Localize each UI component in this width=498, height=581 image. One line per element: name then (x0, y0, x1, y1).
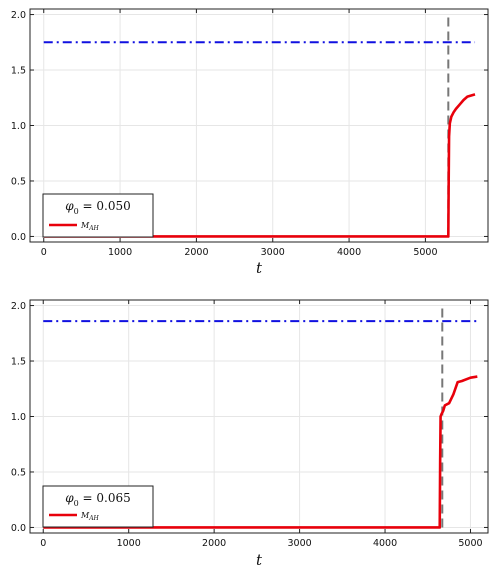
x-tick-label: 4000 (337, 247, 361, 258)
legend-entry-m-ah: MAH (80, 221, 100, 232)
legend-title-symbol: φ (65, 199, 74, 213)
legend-entry-main: M (80, 511, 90, 520)
x-tick-label: 5000 (413, 247, 437, 258)
legend-title: φ0 = 0.065 (65, 491, 131, 508)
x-tick-label: 1000 (117, 538, 141, 549)
y-tick-label: 0.0 (11, 232, 26, 243)
series-line-m-ah (43, 93, 476, 238)
legend-entry-main: M (80, 221, 90, 230)
x-tick-label: 2000 (184, 247, 208, 258)
y-tick-label: 0.0 (11, 523, 26, 534)
legend-title: φ0 = 0.050 (65, 199, 131, 216)
y-tick-label: 0.5 (11, 467, 26, 478)
x-tick-label: 0 (41, 247, 47, 258)
subplot-1: 0 1000 2000 3000 4000 5000 0.0 0.5 1.0 1.5 2.0 t φ0 … (11, 8, 489, 277)
legend: φ0 = 0.065 MAH (42, 485, 154, 528)
legend-box (42, 193, 154, 238)
y-tick-label: 2.0 (11, 10, 26, 21)
legend-title-value: = 0.065 (79, 491, 131, 505)
legend-title-symbol: φ (65, 491, 74, 505)
x-tick-label: 4000 (373, 538, 397, 549)
legend-entry-subscript: AH (88, 515, 99, 522)
subplot-2: 0 1000 2000 3000 4000 5000 0.0 0.5 1.0 1.5 2.0 t φ0 … (11, 299, 489, 569)
legend-title-subscript: 0 (74, 207, 79, 216)
y-tick-label: 0.5 (11, 176, 26, 187)
x-tick-label: 1000 (108, 247, 132, 258)
x-tick-label: 2000 (202, 538, 226, 549)
x-axis-label: t (256, 551, 263, 569)
legend-entry-m-ah: MAH (80, 511, 100, 522)
y-tick-label: 1.0 (11, 412, 26, 423)
y-tick-label: 2.0 (11, 301, 26, 312)
y-tick-label: 1.5 (11, 357, 26, 368)
x-tick-label: 5000 (458, 538, 482, 549)
x-tick-label: 3000 (287, 538, 311, 549)
y-tick-label: 1.0 (11, 121, 26, 132)
legend: φ0 = 0.050 MAH (42, 193, 154, 238)
legend-box (42, 485, 154, 528)
legend-title-subscript: 0 (74, 499, 79, 508)
x-axis-label: t (256, 259, 263, 277)
y-tick-label: 1.5 (11, 66, 26, 77)
legend-title-value: = 0.050 (79, 199, 131, 213)
x-tick-label: 0 (40, 538, 46, 549)
x-tick-label: 3000 (261, 247, 285, 258)
series-line-m-ah (43, 375, 478, 529)
legend-entry-subscript: AH (88, 225, 99, 232)
